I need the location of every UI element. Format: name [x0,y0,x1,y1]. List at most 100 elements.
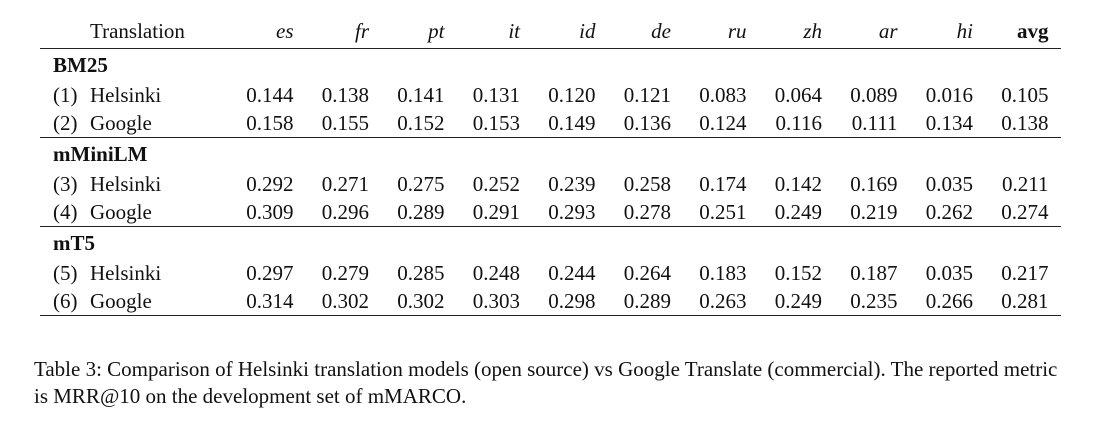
value-cell: 0.289 [397,200,445,224]
table-caption: Table 3: Comparison of Helsinki translat… [34,357,1058,408]
value-cell: 0.124 [699,111,747,135]
value-cell: 0.174 [699,172,747,196]
row-index: (4) [53,200,78,224]
value-cell: 0.064 [774,83,822,107]
header-lang-pt: pt [381,14,457,49]
value-cell: 0.134 [925,111,973,135]
value-cell: 0.285 [397,261,445,285]
results-table: Translation es fr pt it id de ru zh ar h… [40,14,1061,316]
value-cell: 0.152 [397,111,445,135]
value-cell: 0.292 [246,172,294,196]
row-index: (1) [53,83,78,107]
header-lang-id: id [532,14,608,49]
header-lang-ru: ru [683,14,759,49]
value-cell: 0.298 [532,287,608,316]
row-model: Google [90,287,230,316]
table-row: (6) Google 0.314 0.302 0.302 0.303 0.298 0.289 0… [40,287,1061,316]
row-model: Helsinki [90,172,162,196]
value-cell: 0.262 [925,200,973,224]
row-index: (5) [53,261,78,285]
value-cell: 0.016 [925,83,973,107]
value-cell: 0.266 [909,287,985,316]
group-name: BM25 [53,53,108,77]
value-cell: 0.249 [758,287,834,316]
value-cell: 0.152 [774,261,822,285]
value-cell: 0.302 [381,287,457,316]
value-cell: 0.211 [1002,172,1049,196]
value-cell: 0.089 [850,83,898,107]
row-index: (6) [40,287,90,316]
value-cell: 0.302 [305,287,381,316]
row-model: Google [90,200,152,224]
value-cell: 0.281 [985,287,1061,316]
value-cell: 0.296 [321,200,369,224]
value-cell: 0.105 [1001,83,1049,107]
value-cell: 0.121 [623,83,671,107]
value-cell: 0.297 [246,261,294,285]
value-cell: 0.252 [472,172,520,196]
value-cell: 0.144 [246,83,294,107]
value-cell: 0.035 [925,172,973,196]
value-cell: 0.309 [246,200,294,224]
header-lang-de: de [607,14,683,49]
row-model: Google [90,111,152,135]
value-cell: 0.217 [1001,261,1049,285]
table-row: (3) Helsinki 0.292 0.271 0.275 0.252 0.239 0.25… [40,170,1061,198]
table-row: (5) Helsinki 0.297 0.279 0.285 0.248 0.244 0.26… [40,259,1061,287]
value-cell: 0.244 [548,261,596,285]
value-cell: 0.183 [699,261,747,285]
value-cell: 0.116 [775,111,822,135]
value-cell: 0.149 [548,111,596,135]
value-cell: 0.263 [683,287,759,316]
value-cell: 0.291 [472,200,520,224]
header-lang-es: es [230,14,306,49]
value-cell: 0.120 [548,83,596,107]
value-cell: 0.289 [607,287,683,316]
value-cell: 0.158 [246,111,294,135]
value-cell: 0.131 [472,83,520,107]
header-translation: Translation [90,14,230,49]
value-cell: 0.136 [623,111,671,135]
value-cell: 0.258 [623,172,671,196]
header-lang-ar: ar [834,14,910,49]
table-row: (1) Helsinki 0.144 0.138 0.141 0.131 0.120 0.12… [40,81,1061,109]
table-row: (2) Google 0.158 0.155 0.152 0.153 0.149 0.136 0… [40,109,1061,138]
value-cell: 0.138 [321,83,369,107]
group-name: mMiniLM [40,137,1061,170]
header-index-cell [40,14,90,49]
results-table-container: Translation es fr pt it id de ru zh ar h… [40,14,1061,316]
table-header-row: Translation es fr pt it id de ru zh ar h… [40,14,1061,49]
table-row: (4) Google 0.309 0.296 0.289 0.291 0.293 0.278 0… [40,198,1061,227]
value-cell: 0.251 [699,200,747,224]
value-cell: 0.279 [321,261,369,285]
row-model: Helsinki [90,83,162,107]
value-cell: 0.303 [456,287,532,316]
value-cell: 0.035 [925,261,973,285]
value-cell: 0.138 [1001,111,1049,135]
value-cell: 0.187 [850,261,898,285]
value-cell: 0.153 [472,111,520,135]
value-cell: 0.271 [321,172,369,196]
value-cell: 0.274 [1001,200,1049,224]
value-cell: 0.278 [623,200,671,224]
value-cell: 0.239 [548,172,596,196]
value-cell: 0.235 [834,287,910,316]
value-cell: 0.249 [774,200,822,224]
value-cell: 0.314 [230,287,306,316]
table-body: BM25 (1) Helsinki 0.144 0.138 0.141 0.131 0.120… [40,49,1061,316]
value-cell: 0.248 [472,261,520,285]
value-cell: 0.219 [850,200,898,224]
group-header-row: BM25 [40,49,1061,82]
row-index: (2) [53,111,78,135]
header-lang-zh: zh [758,14,834,49]
group-header-row: mMiniLM [40,137,1061,170]
value-cell: 0.169 [850,172,898,196]
row-index: (3) [53,172,78,196]
header-lang-hi: hi [909,14,985,49]
header-lang-it: it [456,14,532,49]
group-name: mT5 [40,226,1061,259]
value-cell: 0.111 [851,111,898,135]
value-cell: 0.275 [397,172,445,196]
value-cell: 0.293 [548,200,596,224]
value-cell: 0.083 [699,83,747,107]
